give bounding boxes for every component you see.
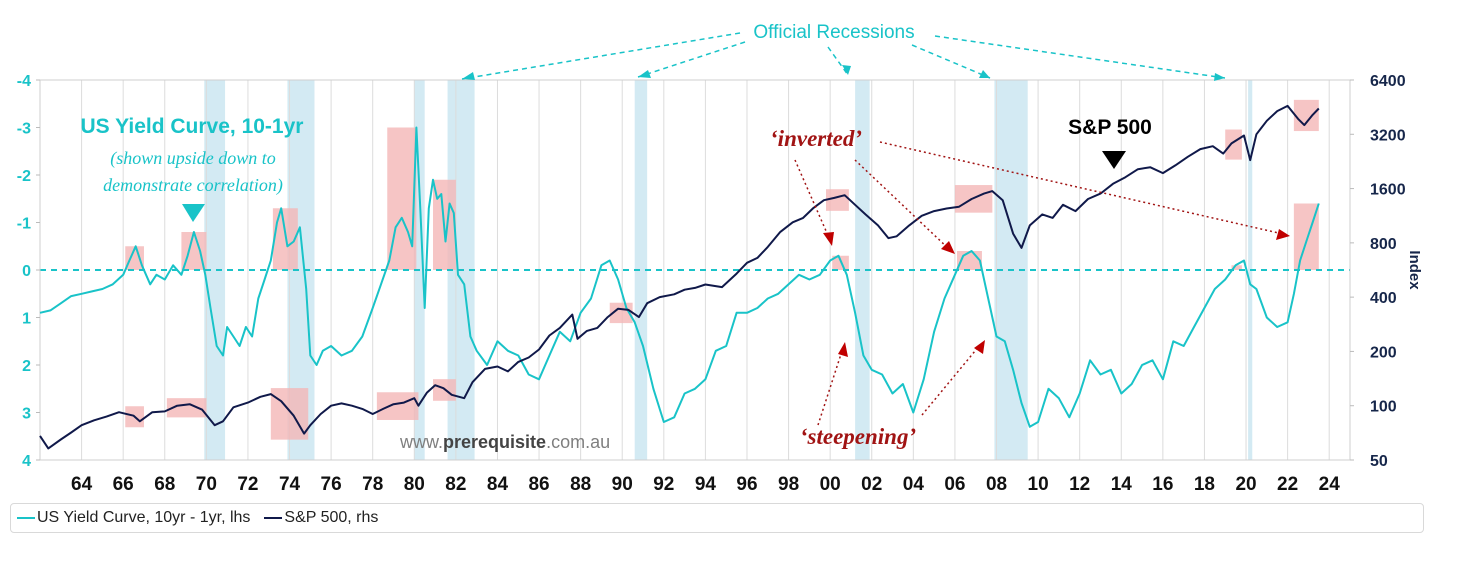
chart-title: US Yield Curve, 10-1yr (81, 115, 304, 138)
sp500-marker-icon (1102, 151, 1126, 169)
x-tick-label: 16 (1152, 474, 1173, 495)
x-tick-label: 80 (404, 474, 425, 495)
x-tick-label: 10 (1028, 474, 1049, 495)
x-tick-label: 70 (196, 474, 217, 495)
recession-band (634, 80, 648, 460)
recession-band (204, 80, 226, 460)
x-tick-label: 94 (695, 474, 717, 495)
x-tick-label: 98 (778, 474, 799, 495)
sp500-inversion-highlight (1293, 99, 1319, 132)
x-tick-label: 78 (362, 474, 383, 495)
right-tick-label: 400 (1370, 290, 1397, 307)
chart-subtitle-line2: demonstrate correlation) (103, 175, 283, 196)
sp500-inversion-highlight (166, 398, 207, 418)
official-recessions-label: Official Recessions (753, 22, 914, 43)
x-tick-label: 74 (279, 474, 301, 495)
x-tick-label: 82 (445, 474, 466, 495)
x-tick-label: 92 (653, 474, 674, 495)
left-tick-label: -2 (17, 168, 31, 185)
x-tick-label: 84 (487, 474, 509, 495)
x-tick-label: 90 (612, 474, 633, 495)
right-tick-label: 100 (1370, 399, 1397, 416)
left-tick-label: -4 (17, 73, 31, 90)
x-tick-label: 24 (1319, 474, 1341, 495)
x-tick-label: 68 (154, 474, 175, 495)
left-tick-label: 3 (22, 406, 31, 423)
recession-arrows (461, 32, 1226, 80)
annotation-arrows (794, 141, 1284, 426)
sp500-line (39, 104, 1320, 450)
left-tick-label: -3 (17, 121, 31, 138)
x-tick-label: 86 (528, 474, 549, 495)
left-tick-label: 4 (22, 453, 31, 470)
legend-swatch-sp500 (264, 517, 283, 519)
x-tick-label: 64 (71, 474, 93, 495)
series-lines (39, 104, 1320, 450)
steepening-label: ‘steepening’ (800, 424, 916, 449)
chart-subtitle-line1: (shown upside down to (110, 148, 276, 169)
x-tick-label: 76 (321, 474, 342, 495)
annotation-arrowheads (823, 229, 1290, 357)
curve-inversion-highlight (1231, 265, 1242, 270)
right-tick-label: 200 (1370, 344, 1397, 361)
x-tick-label: 72 (237, 474, 258, 495)
legend-swatch-yield-curve (17, 517, 35, 519)
right-tick-label: 6400 (1370, 73, 1406, 90)
watermark-prefix: www. (399, 432, 443, 452)
recession-arrowheads (462, 65, 1225, 81)
x-tick-label: 14 (1111, 474, 1133, 495)
watermark-brand: prerequisite (443, 432, 546, 452)
legend: US Yield Curve, 10yr - 1yr, lhs S&P 500,… (10, 503, 1424, 533)
recession-band (855, 80, 870, 460)
left-tick-label: 1 (22, 311, 31, 328)
x-tick-label: 66 (113, 474, 134, 495)
legend-item-yield-curve: US Yield Curve, 10yr - 1yr, lhs (17, 509, 250, 527)
x-tick-label: 02 (861, 474, 882, 495)
x-tick-label: 08 (986, 474, 1007, 495)
watermark-suffix: .com.au (546, 432, 610, 452)
left-tick-label: 0 (22, 263, 31, 280)
right-tick-label: 50 (1370, 453, 1388, 470)
x-tick-label: 12 (1069, 474, 1090, 495)
yield-curve-line (39, 126, 1320, 428)
legend-label-yield-curve: US Yield Curve, 10yr - 1yr, lhs (37, 509, 251, 526)
x-tick-label: 18 (1194, 474, 1215, 495)
right-tick-label: 1600 (1370, 182, 1406, 199)
sp500-inversion-highlight (826, 189, 849, 211)
x-tick-label: 88 (570, 474, 591, 495)
inverted-label: ‘inverted’ (770, 126, 862, 151)
left-tick-label: -1 (17, 216, 31, 233)
right-tick-label: 3200 (1370, 127, 1406, 144)
right-tick-label: 800 (1370, 236, 1397, 253)
x-tick-label: 00 (820, 474, 841, 495)
legend-item-sp500: S&P 500, rhs (264, 509, 378, 527)
sp500-inversion-highlight (376, 392, 419, 420)
yield-curve-marker-icon (182, 204, 205, 222)
sp500-inversion-highlight (1225, 129, 1242, 160)
x-tick-label: 20 (1235, 474, 1256, 495)
x-tick-label: 06 (944, 474, 965, 495)
x-tick-label: 04 (903, 474, 925, 495)
legend-label-sp500: S&P 500, rhs (284, 509, 379, 526)
left-tick-label: 2 (22, 358, 31, 375)
sp500-label: S&P 500 (1068, 116, 1152, 139)
curve-inversion-highlight (125, 246, 144, 270)
right-axis-label: Index (1406, 250, 1423, 290)
x-tick-label: 96 (736, 474, 757, 495)
watermark: www.prerequisite.com.au (399, 432, 610, 452)
x-tick-label: 22 (1277, 474, 1298, 495)
